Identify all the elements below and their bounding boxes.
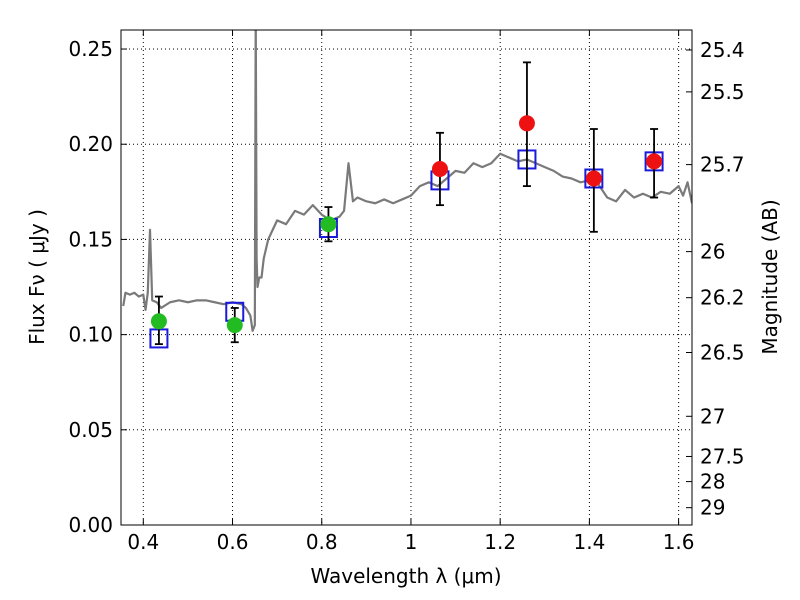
y-axis-title: Flux Fν ( μJy ) bbox=[25, 209, 49, 345]
magnitude-tick-label: 25.4 bbox=[700, 38, 745, 62]
x-axis-title: Wavelength λ (μm) bbox=[310, 564, 501, 588]
y-tick-label: 0.00 bbox=[68, 513, 113, 537]
y-tick-label: 0.10 bbox=[68, 323, 113, 347]
y-tick-label: 0.05 bbox=[68, 418, 113, 442]
x-tick-label: 0.8 bbox=[306, 530, 338, 554]
magnitude-tick-label: 25.5 bbox=[700, 80, 745, 104]
x-tick-label: 1.4 bbox=[573, 530, 605, 554]
x-tick-label: 1 bbox=[405, 530, 418, 554]
magnitude-tick-label: 28 bbox=[700, 470, 725, 494]
axes: 0.4 0.6 0.8 1 1.2 1.4 1.6 0.00 0.05 0.10 0.15 0.20 0… bbox=[68, 29, 745, 554]
magnitude-tick-label: 29 bbox=[700, 496, 725, 520]
observed-point bbox=[150, 313, 167, 330]
magnitude-tick-label: 27.5 bbox=[700, 444, 745, 468]
magnitude-tick-label: 25.7 bbox=[700, 153, 745, 177]
observed-point bbox=[320, 216, 337, 233]
y-tick-label: 0.25 bbox=[68, 37, 113, 61]
y-tick-label: 0.15 bbox=[68, 227, 113, 251]
magnitude-tick-label: 26.5 bbox=[700, 341, 745, 365]
clipped-plot bbox=[122, 30, 692, 349]
x-tick-label: 0.6 bbox=[217, 530, 249, 554]
observed-point bbox=[585, 170, 602, 187]
model-spectrum-line bbox=[122, 30, 692, 332]
grid-lines bbox=[121, 30, 692, 526]
magnitude-tick-label: 26.2 bbox=[700, 286, 745, 310]
y-tick-label: 0.20 bbox=[68, 132, 113, 156]
magnitude-tick-label: 27 bbox=[700, 404, 725, 428]
plot-area bbox=[122, 30, 692, 349]
x-tick-label: 0.4 bbox=[127, 530, 159, 554]
x-tick-label: 1.2 bbox=[484, 530, 516, 554]
x-tick-label: 1.6 bbox=[663, 530, 695, 554]
plot-frame bbox=[120, 29, 693, 526]
y2-axis-title: Magnitude (AB) bbox=[758, 199, 782, 354]
observed-point bbox=[431, 160, 448, 177]
observed-point bbox=[226, 317, 243, 334]
magnitude-tick-label: 26 bbox=[700, 240, 725, 264]
observed-point bbox=[646, 153, 663, 170]
observed-point bbox=[518, 115, 535, 132]
